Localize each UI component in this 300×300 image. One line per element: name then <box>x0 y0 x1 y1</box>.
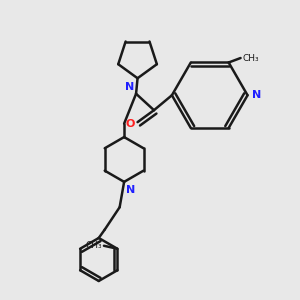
Text: N: N <box>125 82 135 92</box>
Text: N: N <box>252 90 261 100</box>
Text: CH₃: CH₃ <box>86 241 102 250</box>
Text: CH₃: CH₃ <box>242 53 259 62</box>
Text: O: O <box>125 118 135 129</box>
Text: N: N <box>126 185 135 195</box>
